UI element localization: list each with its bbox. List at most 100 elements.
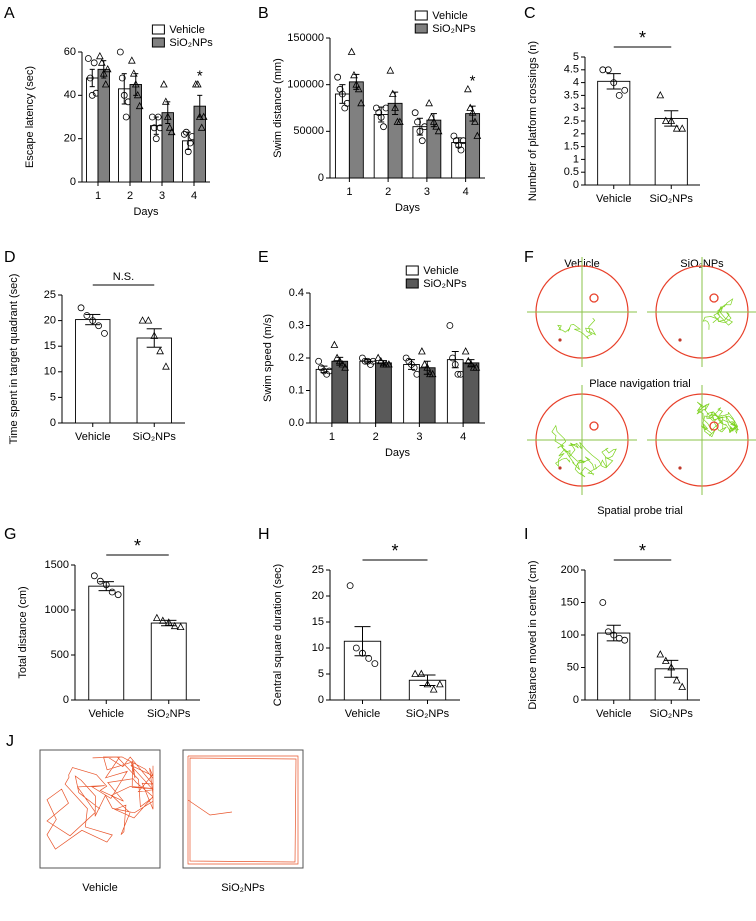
y-tick-label: 60 [64, 46, 76, 58]
data-point [338, 360, 347, 368]
data-point [186, 139, 194, 147]
data-point [621, 86, 629, 94]
data-point [423, 363, 432, 371]
y-tick-label: 20 [64, 133, 76, 145]
data-point [182, 128, 190, 136]
panel-letter: H [258, 526, 270, 543]
data-point [150, 331, 159, 339]
significance-mark: * [639, 28, 646, 48]
data-point [158, 616, 167, 624]
x-tick-label: 2 [373, 431, 379, 443]
data-point [103, 64, 112, 73]
y-axis-label: Number of platform crossings (n) [527, 41, 539, 201]
data-point [471, 117, 479, 125]
data-point [425, 98, 433, 107]
data-point [102, 581, 110, 589]
data-point [467, 360, 475, 368]
legend-swatch [405, 278, 419, 289]
y-axis-label: Escape latency (sec) [24, 66, 36, 168]
y-tick-label: 1000 [45, 604, 69, 616]
track [187, 755, 299, 865]
data-point [410, 364, 418, 372]
track [46, 756, 154, 850]
start-point [678, 338, 682, 342]
data-point [338, 90, 346, 98]
y-tick-label: 150 [561, 596, 579, 608]
data-point [434, 126, 443, 135]
bar [597, 632, 631, 701]
bar [597, 80, 631, 186]
y-axis-label: Total distance (cm) [17, 586, 29, 678]
data-point [350, 70, 358, 79]
error-bar [606, 73, 621, 90]
data-point [661, 656, 670, 664]
data-point [473, 131, 482, 139]
data-point [457, 146, 465, 154]
bar [97, 68, 110, 183]
data-point [352, 644, 360, 652]
data-point [656, 650, 665, 658]
y-tick-label: 4 [573, 77, 579, 89]
y-tick-label: 0 [318, 172, 324, 184]
y-tick-label: 5 [50, 391, 56, 403]
data-point [95, 51, 104, 60]
data-point [120, 91, 128, 99]
bar [375, 362, 392, 424]
data-point [464, 356, 473, 365]
data-point [371, 660, 379, 667]
panel-letter: I [524, 526, 528, 543]
bar [193, 105, 206, 183]
data-point [376, 356, 385, 365]
data-point [144, 316, 153, 324]
data-point [610, 631, 618, 639]
legend-label: Vehicle [432, 10, 467, 22]
data-point [427, 112, 436, 121]
x-tick-label: 3 [159, 190, 165, 202]
data-point [386, 66, 395, 74]
data-point [135, 101, 144, 110]
data-point [335, 356, 344, 365]
y-tick-label: 100 [561, 629, 579, 641]
data-point [432, 122, 441, 130]
data-point [163, 112, 172, 120]
x-axis-label: Days [133, 206, 159, 218]
data-point [391, 103, 399, 111]
x-tick-label: SiO₂NPs [147, 708, 191, 720]
data-point [373, 104, 380, 112]
row-label: Spatial probe trial [597, 505, 683, 517]
data-point [90, 572, 98, 580]
arena [39, 749, 161, 869]
bar [654, 117, 688, 186]
y-tick-label: 200 [561, 564, 579, 576]
y-tick-label: 0 [318, 694, 324, 706]
y-tick-label: 40 [64, 89, 76, 101]
significance-mark: * [639, 541, 646, 561]
data-point [86, 74, 94, 82]
bar [315, 368, 333, 424]
y-tick-label: 0.5 [564, 166, 579, 178]
data-point [347, 47, 356, 55]
data-point [429, 685, 438, 693]
x-tick-label: Vehicle [89, 708, 124, 720]
y-tick-label: 150000 [287, 32, 324, 44]
legend-swatch [405, 265, 419, 276]
data-point [352, 80, 361, 88]
legend-swatch [151, 24, 165, 35]
y-tick-label: 15 [44, 340, 56, 352]
bar [373, 114, 389, 179]
x-tick-label: Vehicle [596, 193, 631, 205]
y-tick-label: 0.2 [289, 352, 304, 364]
row-label: Place navigation trial [589, 378, 691, 390]
data-point [346, 582, 354, 589]
data-point [678, 124, 687, 132]
data-point [599, 66, 607, 74]
x-tick-label: Vehicle [596, 708, 631, 720]
data-point [101, 80, 110, 88]
legend-label: Vehicle [423, 265, 458, 277]
bar [403, 364, 420, 424]
bar [446, 359, 464, 424]
data-point [129, 69, 138, 77]
y-tick-label: 2 [573, 128, 579, 140]
y-tick-label: 0 [70, 176, 76, 188]
significance-mark: * [470, 72, 476, 89]
